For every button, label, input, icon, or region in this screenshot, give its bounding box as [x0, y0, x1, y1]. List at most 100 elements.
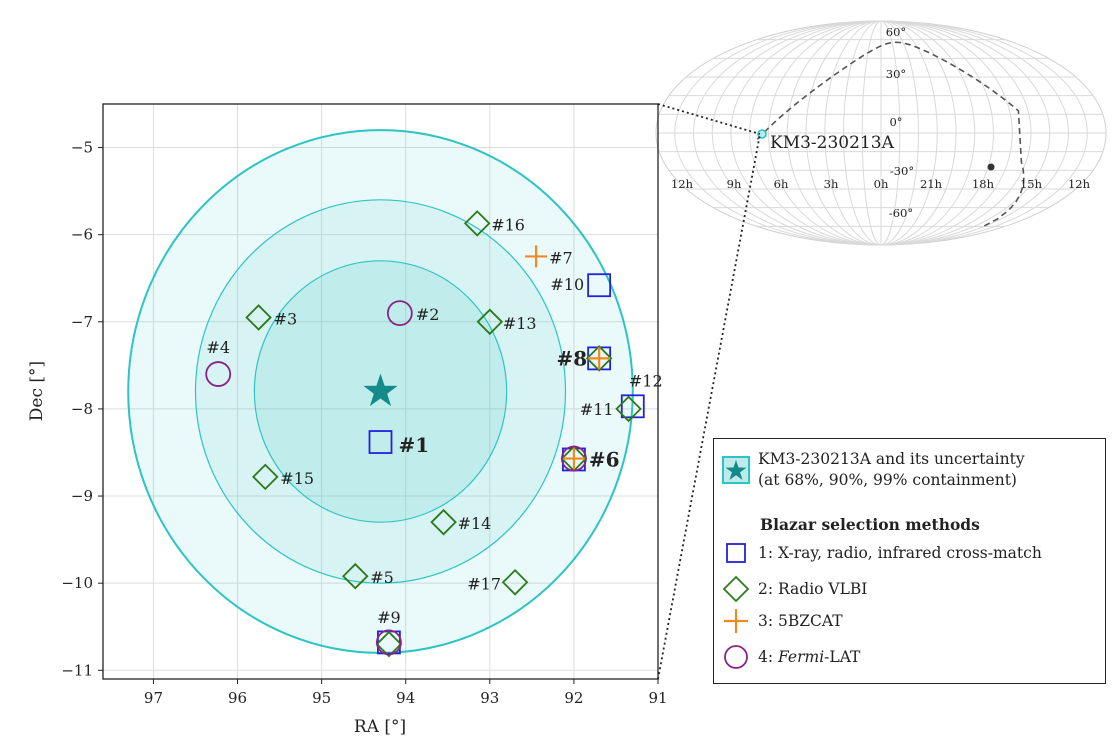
source-label: #3 — [274, 309, 298, 328]
sky-meridian — [674, 20, 882, 246]
sky-meridian — [880, 20, 976, 246]
sky-ra-label: 0h — [874, 177, 889, 191]
source-labels: #1 #2 #3 #4 #5 #6 #7 #8 #9 #10 #11 #12 #13 #14 #15 #16 #… — [206, 215, 662, 627]
x-tick-label: 96 — [228, 689, 247, 707]
sky-ra-label: 21h — [920, 177, 943, 191]
bzcat-marker — [562, 447, 585, 470]
sky-dec-label: 60° — [886, 25, 906, 39]
xray-marker — [368, 430, 393, 454]
legend-event-row: KM3-230213A and its uncertainty (at 68%,… — [722, 449, 1025, 491]
sky-meridian — [768, 20, 882, 246]
legend-event-sublabel: (at 68%, 90%, 99% containment) — [758, 471, 1017, 489]
sky-meridian — [880, 20, 1032, 246]
sky-meridian — [880, 20, 1069, 246]
legend-star-icon — [722, 456, 750, 484]
fermi-marker — [561, 445, 587, 472]
legend-item-vlbi: 2: Radio VLBI — [722, 575, 867, 603]
vlbi-marker — [245, 304, 272, 331]
sky-meridian — [805, 20, 882, 246]
source-label: #16 — [491, 215, 525, 234]
sky-meridian — [880, 20, 957, 246]
xray-marker — [587, 273, 612, 298]
legend-heading: Blazar selection methods — [760, 515, 980, 534]
galactic-center — [987, 163, 995, 171]
source-markers — [205, 210, 645, 658]
bzcat-marker — [525, 245, 548, 268]
event-star — [363, 373, 398, 407]
legend: KM3-230213A and its uncertainty (at 68%,… — [713, 438, 1106, 684]
legend-fermi-italic: Fermi — [778, 647, 825, 666]
square-marker-icon — [722, 539, 750, 567]
fermi-marker — [205, 361, 232, 387]
source-label: #6 — [589, 448, 620, 472]
vlbi-marker — [341, 562, 369, 590]
galactic-plane — [756, 41, 1025, 229]
y-tick-label: −11 — [61, 661, 93, 679]
vlbi-marker — [501, 569, 529, 596]
legend-item-bzcat: 3: 5BZCAT — [722, 607, 843, 635]
sky-meridian — [880, 20, 1088, 246]
source-label: #7 — [549, 248, 573, 267]
sky-meridian — [711, 20, 882, 246]
main-grid — [103, 104, 658, 679]
source-label: #2 — [416, 305, 440, 324]
vlbi-marker — [375, 630, 403, 658]
x-tick-label: 95 — [312, 689, 331, 707]
sky-source-label: KM3-230213A — [770, 133, 895, 153]
x-axis-label: RA [°] — [354, 717, 406, 737]
legend-item-label: 3: 5BZCAT — [758, 611, 843, 630]
bzcat-marker — [588, 347, 611, 370]
sky-ra-label: 9h — [727, 177, 742, 191]
sky-meridian — [880, 20, 994, 246]
x-tick-label: 97 — [144, 689, 163, 707]
source-label: #13 — [503, 314, 537, 333]
sky-ra-label: 6h — [774, 177, 789, 191]
sky-meridian — [861, 20, 882, 246]
sky-dec-label: 30° — [886, 67, 906, 81]
x-tick-label: 93 — [480, 689, 499, 707]
sky-ra-label: 18h — [972, 177, 995, 191]
sky-meridian — [880, 20, 938, 246]
legend-item-xray: 1: X-ray, radio, infrared cross-match — [722, 539, 1042, 567]
sky-dec-label: -60° — [889, 206, 913, 220]
legend-item-label: 2: Radio VLBI — [758, 579, 868, 598]
legend-item-label: 4: Fermi-LAT — [758, 647, 860, 668]
vlbi-marker — [615, 395, 642, 423]
vlbi-marker — [430, 508, 457, 536]
sky-meridian — [749, 20, 882, 246]
sky-source-marker — [757, 129, 767, 139]
source-label: #12 — [629, 371, 663, 390]
vlbi-marker — [463, 210, 491, 237]
source-label: #8 — [556, 346, 587, 370]
legend-event-label: KM3-230213A and its uncertainty — [758, 450, 1025, 468]
fermi-marker — [386, 300, 413, 326]
sky-ra-label: 12h — [1068, 177, 1091, 191]
source-label: #9 — [377, 608, 401, 627]
source-label: #17 — [467, 574, 501, 593]
vlbi-marker — [252, 463, 279, 491]
sky-meridian — [880, 20, 1051, 246]
sky-dec-label: -30° — [890, 164, 914, 178]
fermi-marker — [376, 629, 402, 656]
diamond-marker-icon — [722, 575, 750, 603]
x-tick-label: 92 — [564, 689, 583, 707]
sky-ra-label: 3h — [824, 177, 839, 191]
legend-fermi-rest: -LAT — [824, 647, 861, 666]
plus-marker-icon — [722, 607, 750, 635]
sky-meridian — [880, 20, 919, 246]
vlbi-marker — [585, 345, 613, 372]
legend-item-label: 1: X-ray, radio, infrared cross-match — [758, 543, 1042, 562]
sky-meridian — [843, 20, 882, 246]
circle-marker-icon — [722, 643, 750, 671]
y-tick-label: −9 — [71, 487, 93, 505]
sky-meridian — [824, 20, 882, 246]
y-tick-label: −5 — [71, 139, 93, 157]
vlbi-marker — [476, 308, 504, 336]
sky-dec-label: 0° — [889, 115, 902, 129]
y-tick-label: −7 — [71, 313, 93, 331]
y-tick-label: −6 — [71, 226, 93, 244]
x-tick-label: 91 — [648, 689, 667, 707]
plot-frame — [102, 103, 659, 680]
sky-meridian — [786, 20, 882, 246]
